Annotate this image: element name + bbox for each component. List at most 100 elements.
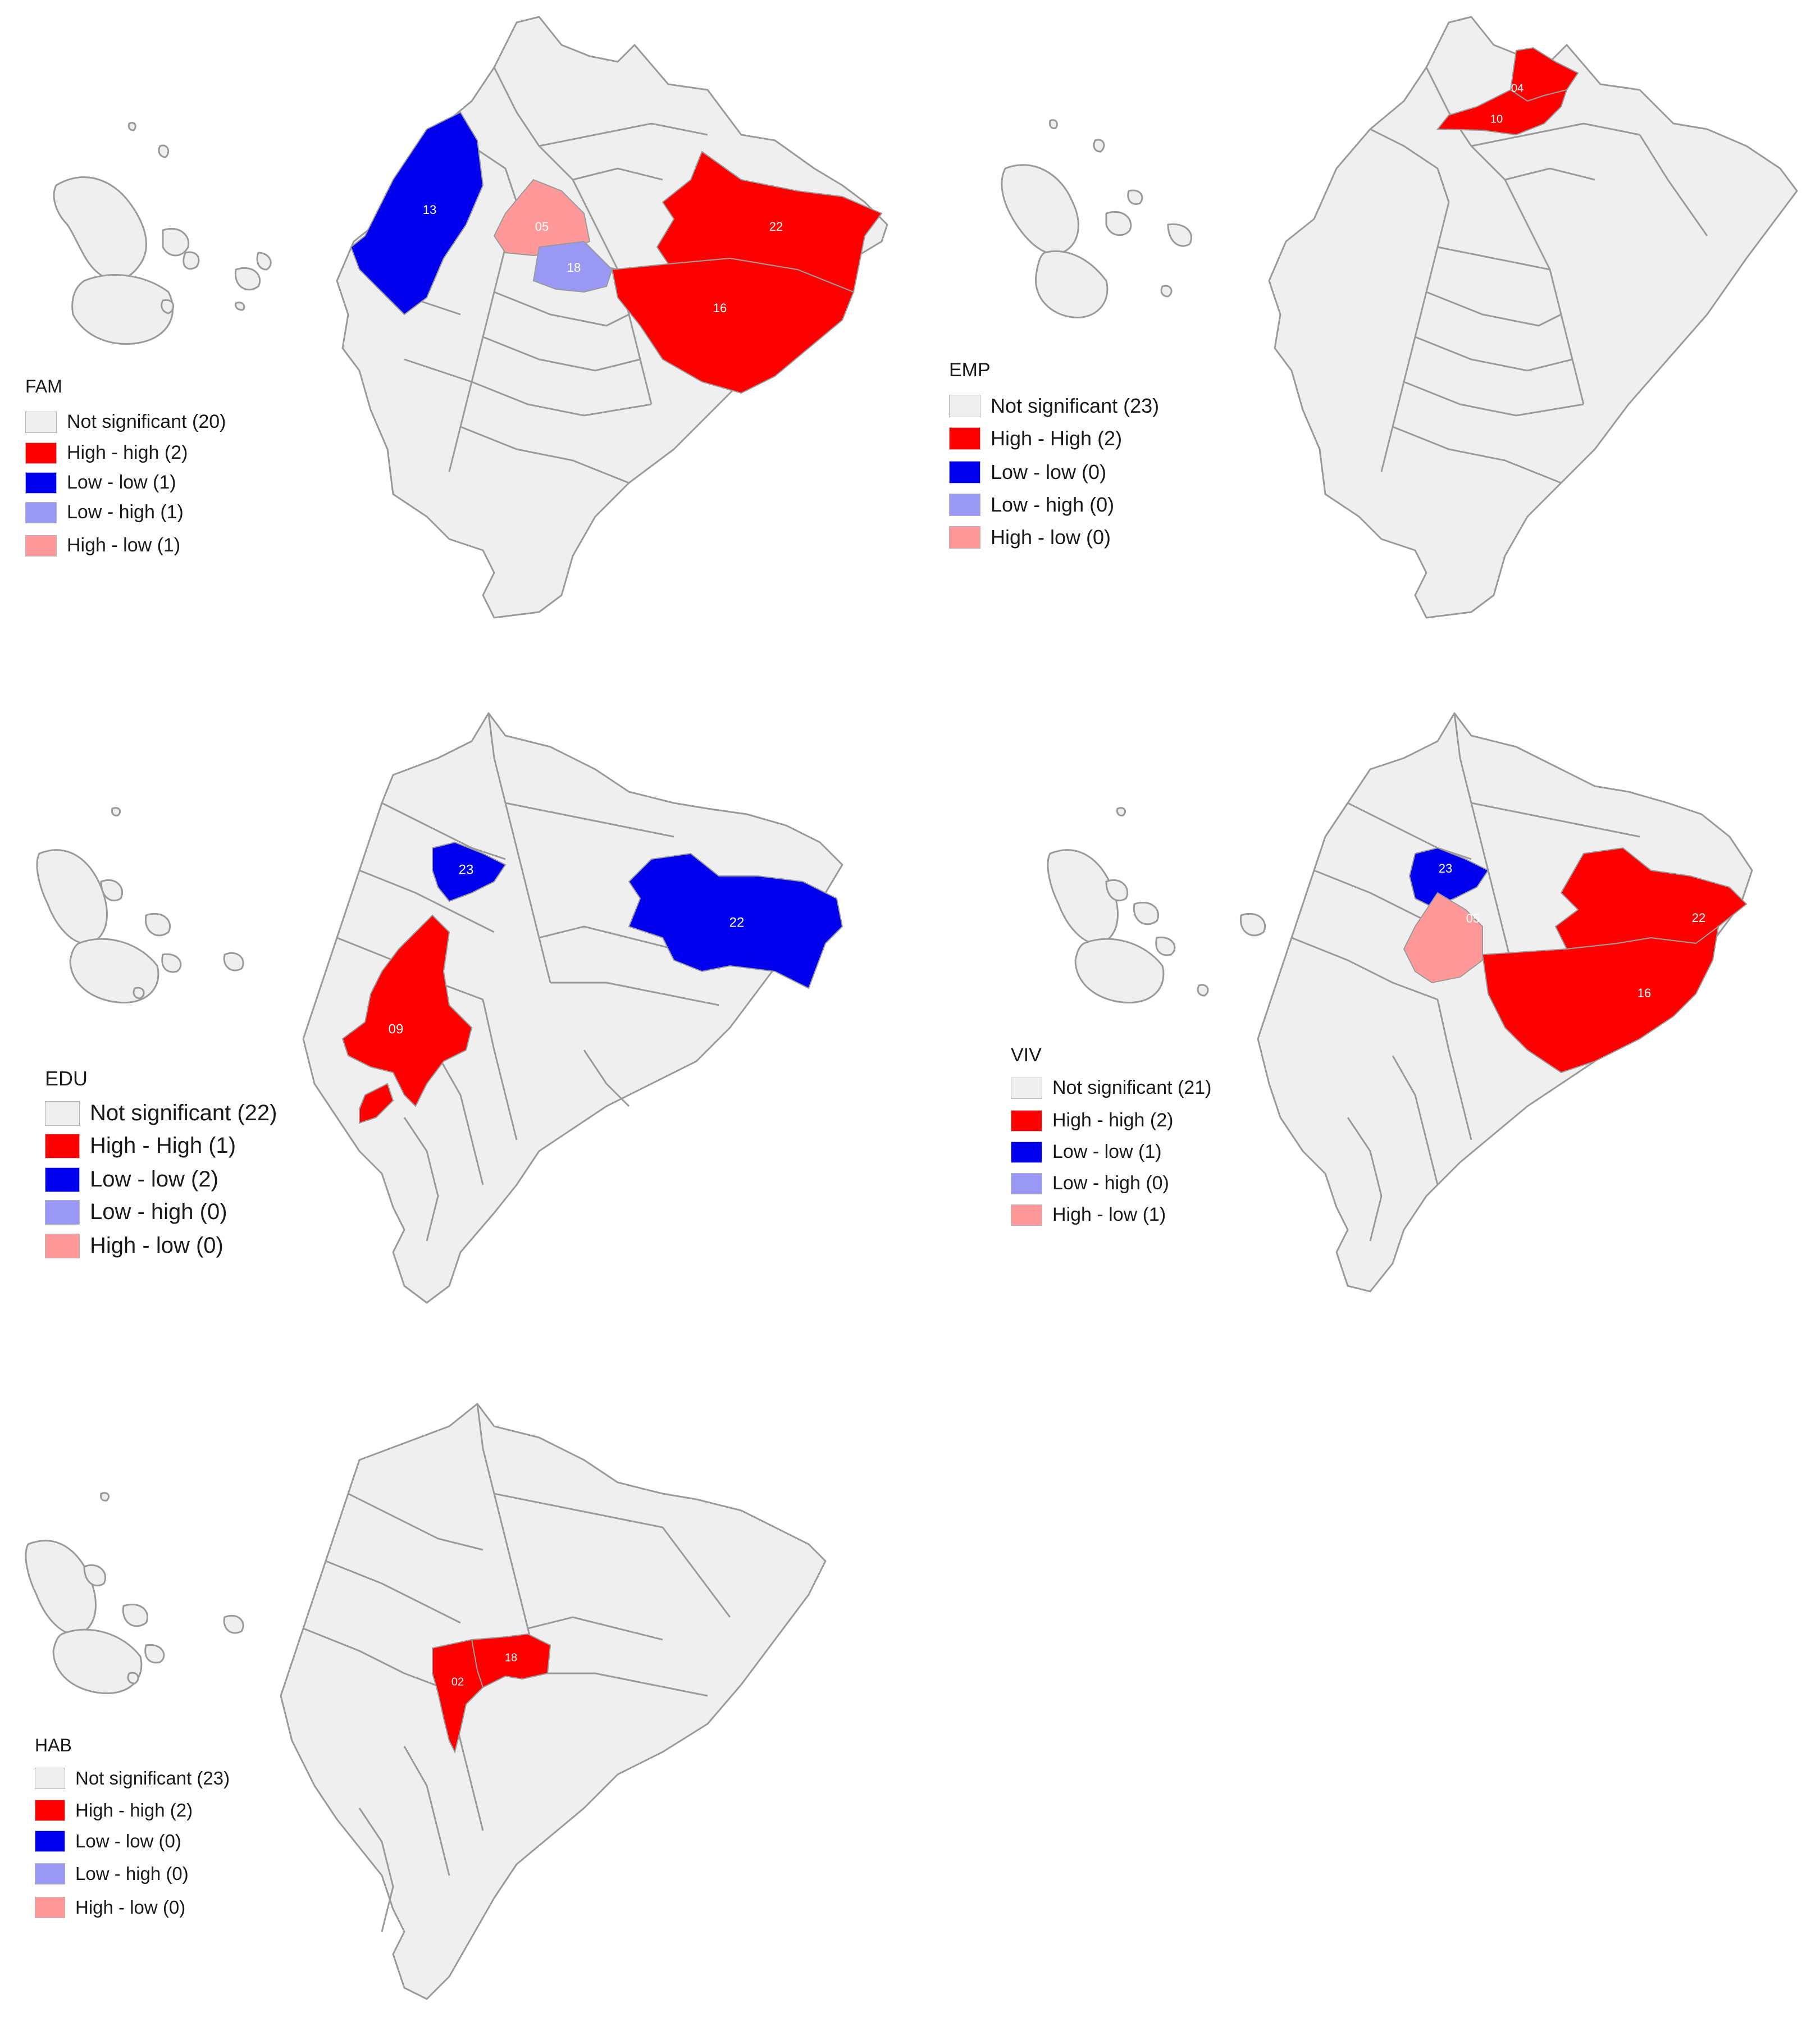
legend-swatch — [25, 411, 57, 433]
legend-title: FAM — [25, 376, 62, 396]
region-label-fam-16: 16 — [713, 301, 727, 315]
legend-swatch — [45, 1167, 80, 1192]
legend-swatch — [1011, 1077, 1042, 1099]
region-label-viv-22: 22 — [1692, 911, 1705, 925]
legend-label: High - high (2) — [75, 1800, 193, 1820]
legend-item-low-high: Low - high (0) — [35, 1863, 189, 1884]
region-edu-22 — [628, 852, 843, 989]
region-label-viv-05: 05 — [1466, 911, 1480, 925]
galapagos-islands — [25, 1492, 244, 1695]
legend-label: Low - high (0) — [991, 493, 1115, 516]
region-label-emp-10: 10 — [1490, 113, 1503, 125]
legend-title: VIV — [1011, 1044, 1042, 1066]
legend-label: Not significant (23) — [75, 1768, 230, 1788]
region-label-hab-18: 18 — [505, 1651, 517, 1664]
legend-title: EMP — [949, 359, 991, 381]
legend-swatch — [949, 427, 980, 450]
legend-title: HAB — [35, 1735, 72, 1755]
legend-swatch — [949, 494, 980, 516]
region-label-fam-05: 05 — [535, 220, 549, 234]
legend-swatch — [45, 1133, 80, 1158]
region-viv-05 — [1403, 892, 1483, 984]
regions-emp — [1436, 47, 1579, 136]
regions-viv — [1403, 847, 1748, 1074]
legend-item-not-significant: Not significant (21) — [1011, 1077, 1211, 1099]
legend-swatch — [25, 535, 57, 556]
mainland-provinces — [280, 1403, 827, 2000]
legend-item-not-significant: Not significant (22) — [45, 1101, 277, 1126]
legend-swatch — [35, 1800, 65, 1821]
region-edu-09-island — [359, 1083, 394, 1124]
legend-item-high-low: High - low (0) — [45, 1233, 223, 1258]
legend-item-high-high: High - High (2) — [949, 427, 1122, 450]
legend-item-high-high: High - High (1) — [45, 1133, 236, 1158]
legend-item-not-significant: Not significant (23) — [949, 394, 1159, 418]
legend-label: High - high (2) — [67, 442, 188, 463]
legend-label: High - low (0) — [75, 1897, 186, 1918]
legend-title: EDU — [45, 1067, 88, 1090]
legend-label: Low - low (1) — [67, 472, 176, 493]
legend-item-low-high: Low - high (0) — [45, 1199, 227, 1225]
legend-label: Low - high (0) — [75, 1863, 189, 1884]
legend-label: Low - high (0) — [1052, 1172, 1169, 1194]
legend-item-low-high: Low - high (0) — [1011, 1172, 1169, 1194]
ecuador-map-emp: 04 10 — [1001, 16, 1798, 619]
legend-item-high-low: High - low (1) — [25, 535, 180, 556]
legend-label: Low - high (0) — [90, 1199, 227, 1224]
region-label-edu-23: 23 — [459, 862, 474, 877]
legend-item-high-low: High - low (0) — [35, 1897, 185, 1918]
legend-item-low-low: Low - low (0) — [949, 460, 1106, 484]
legend-swatch — [1011, 1141, 1042, 1163]
region-edu-23 — [432, 841, 507, 902]
legend-swatch — [949, 395, 980, 417]
region-label-edu-22: 22 — [729, 915, 745, 930]
mainland-outline — [1268, 16, 1798, 619]
map-panel-viv: 23 05 22 16 VIV Not significant (21) Hig… — [921, 691, 1819, 1336]
legend-label: High - low (0) — [991, 526, 1111, 549]
mainland-provinces — [1268, 16, 1798, 619]
legend-label: Not significant (22) — [90, 1101, 277, 1125]
legend-swatch — [949, 461, 980, 483]
legend-swatch — [35, 1768, 65, 1789]
legend-label: High - high (2) — [1052, 1110, 1174, 1131]
legend-label: Low - low (0) — [991, 460, 1107, 483]
legend-label: High - High (2) — [991, 427, 1123, 450]
legend-swatch — [45, 1199, 80, 1225]
legend-label: Low - low (0) — [75, 1831, 181, 1851]
legend-item-low-low: Low - low (2) — [45, 1167, 218, 1192]
legend-swatch — [35, 1897, 65, 1918]
legend-item-high-high: High - high (2) — [35, 1800, 193, 1821]
map-panel-emp: 04 10 EMP Not significant (23) High - Hi… — [921, 0, 1819, 640]
galapagos-islands — [36, 807, 244, 1004]
legend-item-low-low: Low - low (0) — [35, 1831, 181, 1852]
regions-hab — [432, 1633, 551, 1754]
legend-label: High - High (1) — [90, 1133, 236, 1158]
legend-item-low-high: Low - high (0) — [949, 493, 1114, 517]
region-label-fam-22: 22 — [769, 220, 783, 234]
region-label-viv-16: 16 — [1637, 986, 1651, 1000]
legend-item-high-high: High - high (2) — [25, 442, 188, 464]
legend-label: High - low (1) — [1052, 1204, 1166, 1225]
legend-swatch — [45, 1233, 80, 1258]
legend-item-high-low: High - low (1) — [1011, 1204, 1166, 1226]
legend-swatch — [25, 442, 57, 464]
region-label-emp-04: 04 — [1511, 82, 1523, 94]
legend-label: High - low (0) — [90, 1233, 223, 1258]
galapagos-islands — [1047, 807, 1266, 1004]
legend-item-high-high: High - high (2) — [1011, 1110, 1173, 1131]
mainland-outline — [280, 1403, 827, 2000]
galapagos-islands — [1001, 119, 1193, 319]
legend-swatch — [35, 1831, 65, 1852]
region-emp-10 — [1436, 89, 1568, 136]
region-fam-18 — [532, 240, 613, 293]
region-labels-viv: 23 05 22 16 — [1439, 861, 1705, 1000]
legend-swatch — [949, 526, 980, 549]
regions-edu — [341, 841, 843, 1124]
legend-label: Low - low (2) — [90, 1167, 218, 1192]
region-label-fam-18: 18 — [567, 261, 581, 275]
legend-label: Not significant (21) — [1052, 1077, 1212, 1098]
region-hab-02 — [432, 1639, 484, 1754]
region-labels-emp: 04 10 — [1490, 82, 1523, 125]
legend-swatch — [1011, 1172, 1042, 1194]
region-viv-23 — [1408, 847, 1489, 908]
